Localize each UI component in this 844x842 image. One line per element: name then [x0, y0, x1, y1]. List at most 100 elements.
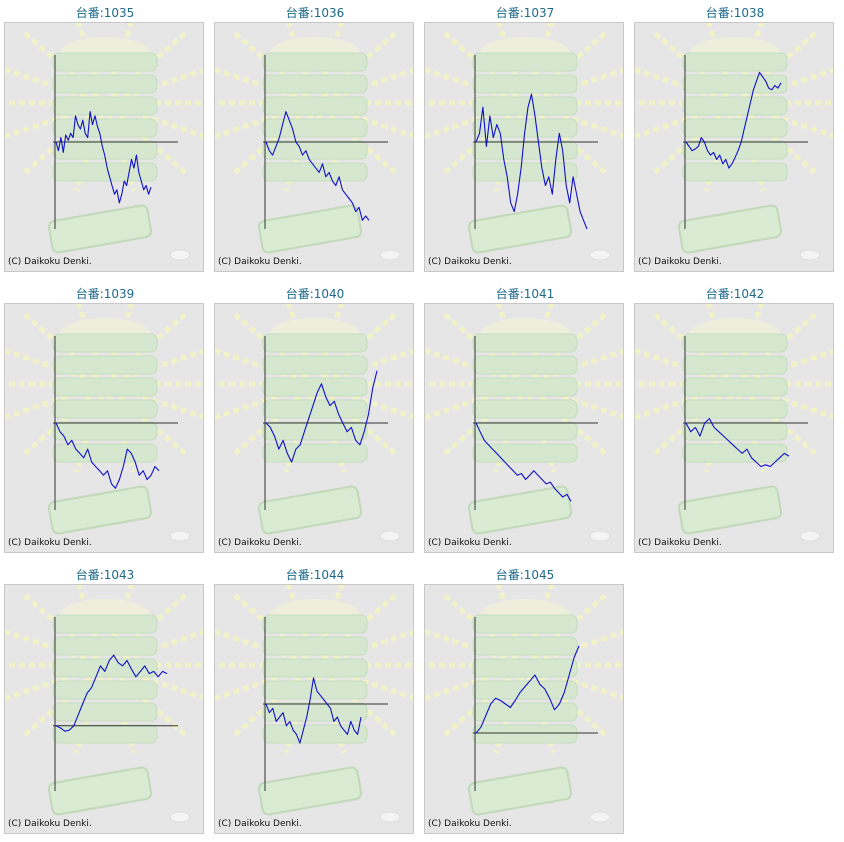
chart-frame: (C) Daikoku Denki. — [424, 22, 624, 272]
coin-icon — [379, 249, 401, 261]
chart-svg — [5, 585, 203, 823]
chart-title[interactable]: 台番:1037 — [495, 6, 555, 20]
chart-title[interactable]: 台番:1035 — [75, 6, 135, 20]
background-art — [215, 585, 413, 823]
machine-tier — [682, 96, 788, 116]
sunburst-ray — [22, 101, 107, 176]
machine-tier — [52, 162, 158, 182]
chart-frame: (C) Daikoku Denki. — [4, 584, 204, 834]
sunburst-ray — [314, 67, 413, 106]
machine-tier — [682, 443, 788, 463]
machine-tier — [262, 118, 368, 138]
chart-title[interactable]: 台番:1038 — [705, 6, 765, 20]
sunburst-ray — [442, 663, 527, 738]
sunburst-ray — [493, 102, 528, 192]
machine-tier — [472, 443, 578, 463]
copyright-label: (C) Daikoku Denki. — [8, 538, 92, 548]
sunburst-ray — [104, 67, 203, 106]
chart-svg — [5, 23, 203, 261]
sunburst-ray — [103, 101, 188, 176]
sunburst-ray — [22, 382, 107, 457]
background-art — [5, 585, 203, 823]
series-line — [475, 422, 572, 502]
sunburst-ray — [232, 382, 317, 457]
machine-tier — [52, 443, 158, 463]
machine-tier — [52, 52, 158, 72]
ball-tray-icon — [47, 204, 153, 254]
sunburst-ray — [732, 102, 767, 192]
sunburst-ray — [425, 348, 526, 387]
chart-title[interactable]: 台番:1043 — [75, 568, 135, 582]
sunburst-ray — [524, 629, 623, 668]
machine-tier — [262, 421, 368, 441]
sunburst-ray — [703, 383, 738, 473]
background-art — [425, 304, 623, 542]
sunburst-ray — [314, 629, 413, 668]
machine-tier — [472, 74, 578, 94]
chart-svg — [635, 23, 833, 261]
coin-icon — [589, 530, 611, 542]
background-art — [425, 585, 623, 823]
coin-icon — [169, 530, 191, 542]
copyright-label: (C) Daikoku Denki. — [638, 538, 722, 548]
sunburst-ray — [652, 382, 737, 457]
sunburst-ray — [524, 67, 623, 106]
coin-icon — [799, 530, 821, 542]
sunburst-ray — [215, 67, 316, 106]
chart-title[interactable]: 台番:1036 — [285, 6, 345, 20]
background-art — [5, 304, 203, 542]
chart-frame: (C) Daikoku Denki. — [634, 22, 834, 272]
chart-svg — [635, 304, 833, 542]
chart-title[interactable]: 台番:1041 — [495, 287, 555, 301]
sunburst-ray — [522, 664, 557, 754]
background-art — [635, 304, 833, 542]
series-line — [55, 111, 152, 204]
sunburst-ray — [215, 348, 316, 387]
ball-tray-icon — [257, 766, 363, 816]
sunburst-ray — [5, 629, 106, 668]
machine-tier — [262, 96, 368, 116]
machine-tier — [682, 377, 788, 397]
machine-tier — [472, 96, 578, 116]
sunburst-ray — [733, 101, 818, 176]
machine-tier — [472, 52, 578, 72]
series-line — [55, 654, 168, 732]
sunburst-ray — [425, 629, 526, 668]
chart-frame: (C) Daikoku Denki. — [424, 303, 624, 553]
sunburst-ray — [73, 383, 108, 473]
machine-tier — [682, 52, 788, 72]
chart-svg — [215, 304, 413, 542]
chart-panel: 台番:1042 (C) Daikoku Denki. — [630, 281, 840, 556]
sunburst-ray — [283, 102, 318, 192]
sunburst-ray — [5, 348, 106, 387]
sunburst-ray — [733, 382, 818, 457]
machine-tier — [472, 614, 578, 634]
machine-tier — [262, 355, 368, 375]
sunburst-ray — [442, 101, 527, 176]
coin-icon — [379, 530, 401, 542]
machine-tier — [682, 333, 788, 353]
machine-tier — [262, 74, 368, 94]
chart-title[interactable]: 台番:1039 — [75, 287, 135, 301]
sunburst-ray — [102, 102, 137, 192]
sunburst-ray — [5, 67, 106, 106]
machine-tier — [472, 658, 578, 678]
chart-title[interactable]: 台番:1042 — [705, 287, 765, 301]
chart-title[interactable]: 台番:1040 — [285, 287, 345, 301]
chart-title[interactable]: 台番:1045 — [495, 568, 555, 582]
sunburst-ray — [103, 663, 188, 738]
machine-tier — [472, 636, 578, 656]
sunburst-ray — [22, 663, 107, 738]
machine-tier — [52, 399, 158, 419]
ball-tray-icon — [467, 485, 573, 535]
machine-tier — [262, 140, 368, 160]
machine-tier — [52, 724, 158, 744]
chart-frame: (C) Daikoku Denki. — [4, 22, 204, 272]
sunburst-ray — [703, 102, 738, 192]
chart-panel: 台番:1036 (C) Daikoku Denki. — [210, 0, 420, 275]
copyright-label: (C) Daikoku Denki. — [428, 538, 512, 548]
sunburst-ray — [102, 664, 137, 754]
sunburst-ray — [232, 101, 317, 176]
chart-title[interactable]: 台番:1044 — [285, 568, 345, 582]
sunburst-ray — [283, 383, 318, 473]
